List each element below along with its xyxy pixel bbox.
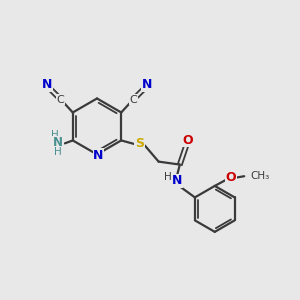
Text: H: H	[54, 147, 62, 157]
Text: O: O	[183, 134, 194, 147]
Text: N: N	[42, 78, 52, 91]
Text: C: C	[130, 95, 137, 105]
Text: H: H	[51, 130, 59, 140]
Text: N: N	[93, 148, 104, 161]
Text: N: N	[142, 78, 152, 91]
Text: S: S	[135, 137, 144, 151]
Text: C: C	[56, 95, 64, 105]
Text: N: N	[172, 174, 182, 187]
Text: O: O	[226, 171, 236, 184]
Text: N: N	[53, 136, 63, 149]
Text: CH₃: CH₃	[251, 171, 270, 181]
Text: H: H	[164, 172, 172, 182]
